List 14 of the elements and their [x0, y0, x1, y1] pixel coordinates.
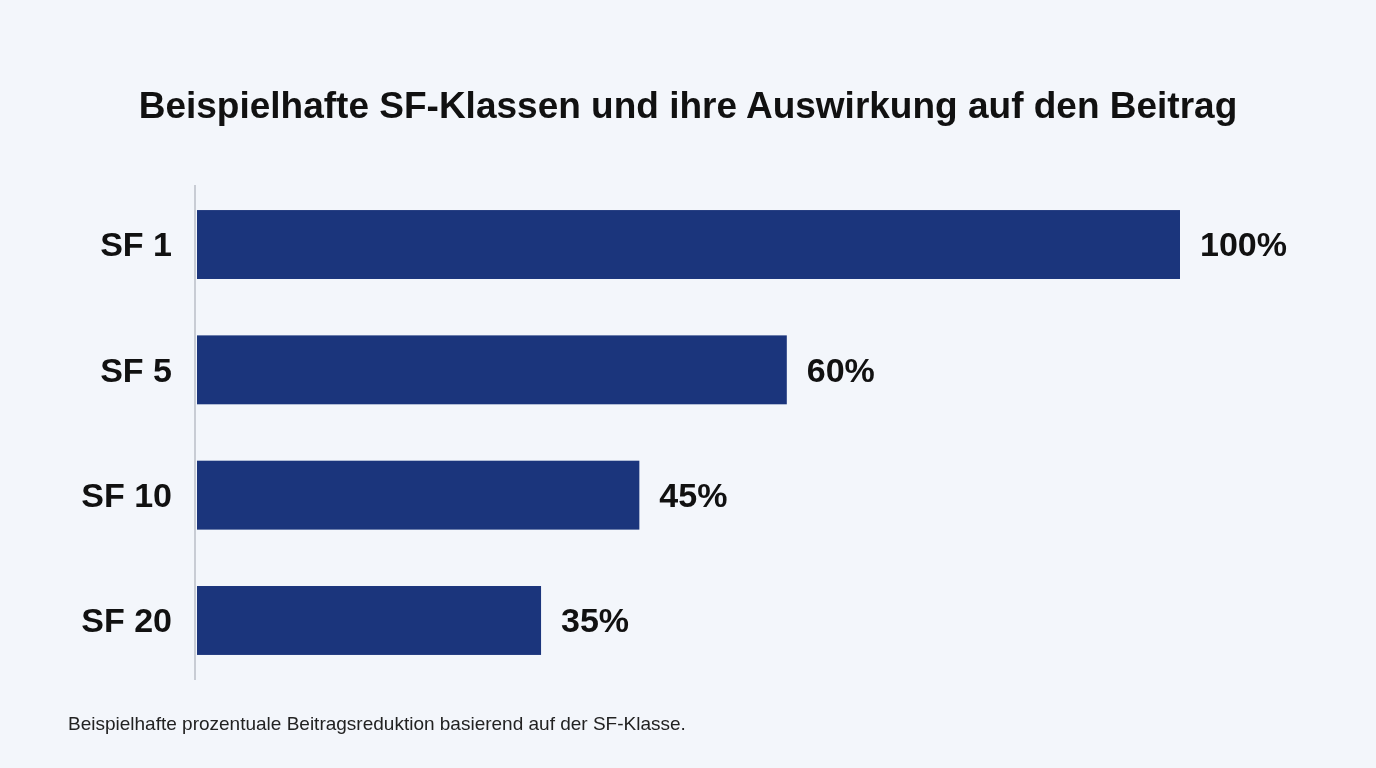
bar	[197, 460, 640, 530]
bar	[197, 586, 542, 655]
bar	[197, 335, 787, 405]
y-tick-label: SF 1	[100, 225, 172, 264]
y-tick-label: SF 20	[81, 601, 172, 640]
bar	[197, 210, 1180, 279]
data-label: 100%	[1200, 225, 1287, 264]
data-label: 45%	[659, 476, 728, 515]
chart-title: Beispielhafte SF-Klassen und ihre Auswirkung auf den Beitrag	[138, 85, 1238, 126]
y-tick-label: SF 10	[81, 476, 172, 515]
text: Beispielhafte prozentuale Beitragsreduktion basierend auf der SF-Klasse.	[68, 713, 686, 734]
y-tick-label: SF 5	[100, 350, 172, 389]
data-label: 60%	[806, 350, 875, 389]
data-label: 35%	[561, 601, 630, 640]
